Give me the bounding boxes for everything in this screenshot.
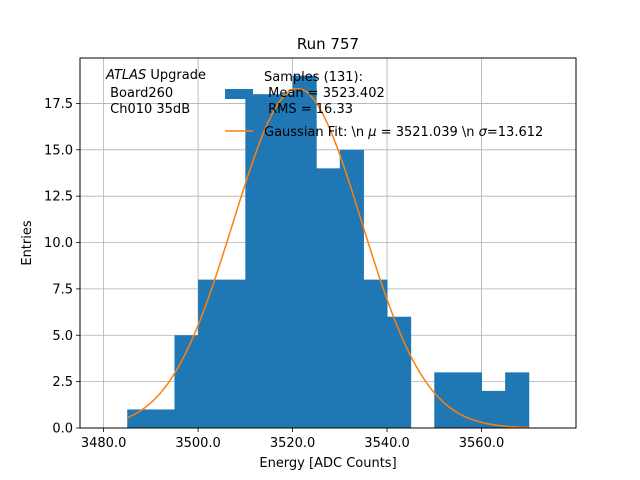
x-tick-label: 3480.0 <box>81 436 127 451</box>
histogram-bar <box>339 149 364 428</box>
legend-samples-line3: RMS = 16.33 <box>264 102 353 117</box>
histogram-bar <box>457 372 483 428</box>
atlas-annotation-line2: Board260 <box>106 86 173 101</box>
x-tick-label: 3500.0 <box>175 436 221 451</box>
histogram-bar <box>434 372 459 428</box>
histogram-bars <box>127 75 530 429</box>
histogram-bar <box>268 94 294 429</box>
plot-frame <box>79 57 577 429</box>
histogram-bar <box>505 372 530 428</box>
atlas-annotation-line3: Ch010 35dB <box>106 102 190 117</box>
histogram-bar <box>245 94 270 429</box>
fit-label-mid: = 3521.039 \n <box>377 125 479 140</box>
legend-samples-line1: Samples (131): <box>264 70 363 85</box>
y-tick-label: 7.5 <box>52 282 73 297</box>
x-tick-label: 3560.0 <box>459 436 505 451</box>
fit-mu-symbol: μ <box>367 125 376 140</box>
x-tick-label: 3540.0 <box>364 436 410 451</box>
axis-ticks: 3480.0 3500.0 3520.0 3540.0 3560.0 0.0 2.5 5.0 7… <box>44 97 504 451</box>
y-tick-label: 15.0 <box>44 143 73 158</box>
legend-samples-line2: Mean = 3523.402 <box>264 86 385 101</box>
atlas-annotation-line1: ATLAS Upgrade <box>105 68 206 83</box>
histogram-bar <box>174 335 199 428</box>
fit-label-suffix: =13.612 <box>487 125 543 140</box>
legend-histogram-swatch <box>225 89 253 99</box>
histogram-bar <box>127 409 152 428</box>
gaussian-fit-curve <box>126 87 529 429</box>
histogram-bar <box>150 409 175 428</box>
fit-label-prefix: Gaussian Fit: \n <box>264 125 368 140</box>
gaussian-fit-layer <box>126 87 529 429</box>
atlas-label: ATLAS <box>105 68 146 83</box>
x-axis-title: Energy [ADC Counts] <box>259 456 396 471</box>
legend-fit-label: Gaussian Fit: \n μ = 3521.039 \n σ=13.61… <box>264 125 543 140</box>
histogram-bar <box>221 279 246 428</box>
y-tick-label: 2.5 <box>52 375 73 390</box>
chart-title: Run 757 <box>297 35 359 53</box>
histogram-bar <box>292 75 317 428</box>
atlas-annotation: ATLAS Upgrade Board260 Ch010 35dB <box>105 68 206 117</box>
histogram-bar <box>387 316 412 428</box>
y-tick-label: 12.5 <box>44 190 73 205</box>
upgrade-label: Upgrade <box>146 68 206 83</box>
y-tick-label: 0.0 <box>52 422 73 437</box>
y-tick-label: 5.0 <box>52 329 73 344</box>
histogram-bar <box>363 279 388 428</box>
y-axis-title: Entries <box>20 220 35 266</box>
histogram-bar <box>316 168 341 428</box>
histogram-bar <box>481 390 506 428</box>
y-tick-label: 17.5 <box>44 97 73 112</box>
y-tick-label: 10.0 <box>44 236 73 251</box>
x-tick-label: 3520.0 <box>270 436 316 451</box>
histogram-bar <box>198 279 223 428</box>
legend: Samples (131): Mean = 3523.402 RMS = 16.… <box>225 70 543 140</box>
fit-sigma-symbol: σ <box>479 125 488 140</box>
